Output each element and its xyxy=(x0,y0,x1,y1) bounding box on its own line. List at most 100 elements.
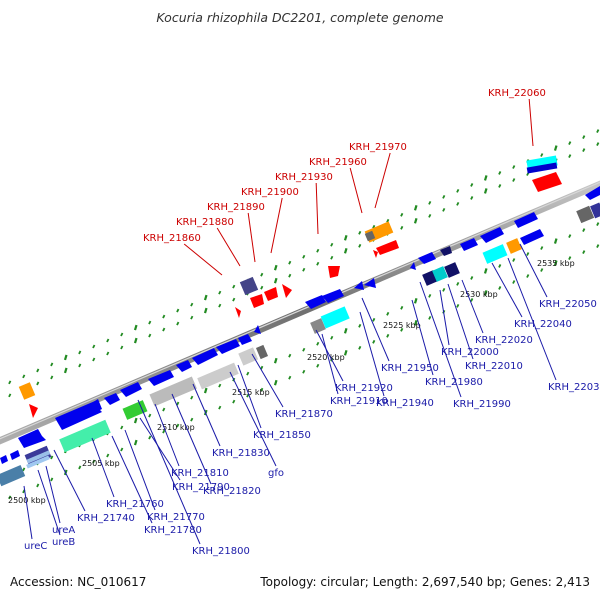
tick-dash xyxy=(442,207,446,212)
tick-dash xyxy=(442,194,446,199)
gene-label-urec[interactable]: ureC xyxy=(24,541,47,552)
tick-dash xyxy=(428,213,432,218)
gene-label-krh-22030[interactable]: KRH_22030 xyxy=(548,382,600,393)
gene-label-krh-21780[interactable]: KRH_21780 xyxy=(144,525,202,536)
kbp-label: 2525 kbp xyxy=(383,321,421,330)
tick-dash xyxy=(302,347,306,352)
gene-orange-left xyxy=(18,382,38,418)
tick-dash xyxy=(50,455,54,460)
leader-line xyxy=(519,243,548,298)
gene-label-gfo[interactable]: gfo xyxy=(268,468,284,479)
gene-label-krh-21870[interactable]: KRH_21870 xyxy=(275,409,333,420)
tick-dash xyxy=(483,175,488,181)
tick-dash xyxy=(8,393,12,398)
gene-label-krh-22000[interactable]: KRH_22000 xyxy=(441,347,499,358)
gene-label-krh-21940[interactable]: KRH_21940 xyxy=(376,398,434,409)
gene-label-krh-21890[interactable]: KRH_21890 xyxy=(207,202,265,213)
tick-dash xyxy=(498,171,502,175)
gene-label-krh-21910[interactable]: KRH_21910 xyxy=(330,396,388,407)
gene-label-krh-21970[interactable]: KRH_21970 xyxy=(349,142,407,153)
tick-dash xyxy=(36,483,40,488)
tick-dash xyxy=(133,439,138,446)
tick-dash xyxy=(288,273,292,278)
gene-21990 xyxy=(410,238,478,286)
gene-label-krh-21980[interactable]: KRH_21980 xyxy=(425,377,483,388)
tick-dash xyxy=(498,286,502,290)
tick-dash xyxy=(582,228,586,232)
gene-label-krh-21740[interactable]: KRH_21740 xyxy=(77,513,135,524)
tick-dash xyxy=(483,290,488,296)
gene-label-krh-21800[interactable]: KRH_21800 xyxy=(192,546,250,557)
gene-label-krh-21900[interactable]: KRH_21900 xyxy=(241,187,299,198)
tick-dash xyxy=(78,465,82,470)
tick-dash xyxy=(540,268,544,272)
gene-21870 xyxy=(235,276,292,318)
gene-label-krh-21850[interactable]: KRH_21850 xyxy=(253,430,311,441)
tick-dash xyxy=(288,353,292,358)
tick-dash xyxy=(50,477,54,482)
gene-label-krh-21950[interactable]: KRH_21950 xyxy=(381,363,439,374)
leader-line xyxy=(23,485,33,540)
gene-label-krh-21770[interactable]: KRH_21770 xyxy=(147,512,205,523)
leader-line xyxy=(216,227,241,267)
leader-line xyxy=(45,465,61,524)
gene-label-krh-21920[interactable]: KRH_21920 xyxy=(335,383,393,394)
gene-label-krh-22050[interactable]: KRH_22050 xyxy=(539,299,597,310)
gene-label-krh-21860[interactable]: KRH_21860 xyxy=(143,233,201,244)
gene-21760 xyxy=(104,382,148,420)
tick-dash xyxy=(176,423,180,428)
leader-line xyxy=(111,435,153,524)
genome-backbone-highlight xyxy=(0,181,600,440)
gene-label-krh-22020[interactable]: KRH_22020 xyxy=(475,335,533,346)
gene-label-krh-21930[interactable]: KRH_21930 xyxy=(275,172,333,183)
tick-dash xyxy=(92,459,96,464)
tick-dash xyxy=(148,435,152,440)
gene-label-krh-22010[interactable]: KRH_22010 xyxy=(465,361,523,372)
gene-21960 xyxy=(364,221,399,258)
tick-dash xyxy=(470,298,474,302)
tick-dash xyxy=(596,142,600,146)
tick-dash xyxy=(133,324,138,331)
tick-dash xyxy=(498,184,502,188)
gene-label-krh-21880[interactable]: KRH_21880 xyxy=(176,217,234,228)
leader-line xyxy=(374,152,391,209)
gene-label-krh-21990[interactable]: KRH_21990 xyxy=(453,399,511,410)
gene-label-krh-22060[interactable]: KRH_22060 xyxy=(488,88,546,99)
gene-label-krh-21960[interactable]: KRH_21960 xyxy=(309,157,367,168)
gene-label-ureb[interactable]: ureB xyxy=(52,537,75,548)
tick-dash xyxy=(22,374,26,379)
tick-dash xyxy=(512,258,516,262)
gene-label-krh-21820[interactable]: KRH_21820 xyxy=(203,486,261,497)
tick-dash xyxy=(218,383,222,388)
tick-dash xyxy=(36,368,40,373)
tick-dash xyxy=(190,417,194,422)
tick-dash xyxy=(232,284,236,289)
tick-dash xyxy=(78,350,82,355)
leader-line xyxy=(349,167,363,214)
kbp-tick-labels: 2500 kbp 2505 kbp 2510 kbp 2515 kbp 2520 kbp… xyxy=(8,259,575,505)
gene-label-krh-21790[interactable]: KRH_21790 xyxy=(172,482,230,493)
gene-label-krh-21810[interactable]: KRH_21810 xyxy=(171,468,229,479)
gene-22020 xyxy=(480,212,544,264)
tick-dash xyxy=(358,243,362,248)
tick-dash xyxy=(372,339,376,344)
tick-dash xyxy=(428,200,432,205)
tick-dash xyxy=(428,293,432,298)
tick-dash xyxy=(203,387,208,394)
gene-label-krh-22040[interactable]: KRH_22040 xyxy=(514,319,572,330)
tick-dash xyxy=(106,338,110,343)
tick-dash xyxy=(553,260,558,266)
leader-line xyxy=(91,437,115,498)
tick-dash xyxy=(106,351,110,356)
kbp-label: 2520 kbp xyxy=(307,353,345,362)
tick-dash xyxy=(203,307,208,314)
tick-dash xyxy=(120,447,124,452)
gene-label-krh-21830[interactable]: KRH_21830 xyxy=(212,448,270,459)
gene-label-urea[interactable]: ureA xyxy=(52,525,75,536)
tick-dash xyxy=(190,395,194,400)
tick-dash xyxy=(442,287,446,292)
tick-dash xyxy=(8,380,12,385)
gene-right-edge xyxy=(576,186,600,224)
gene-label-krh-21760[interactable]: KRH_21760 xyxy=(106,499,164,510)
